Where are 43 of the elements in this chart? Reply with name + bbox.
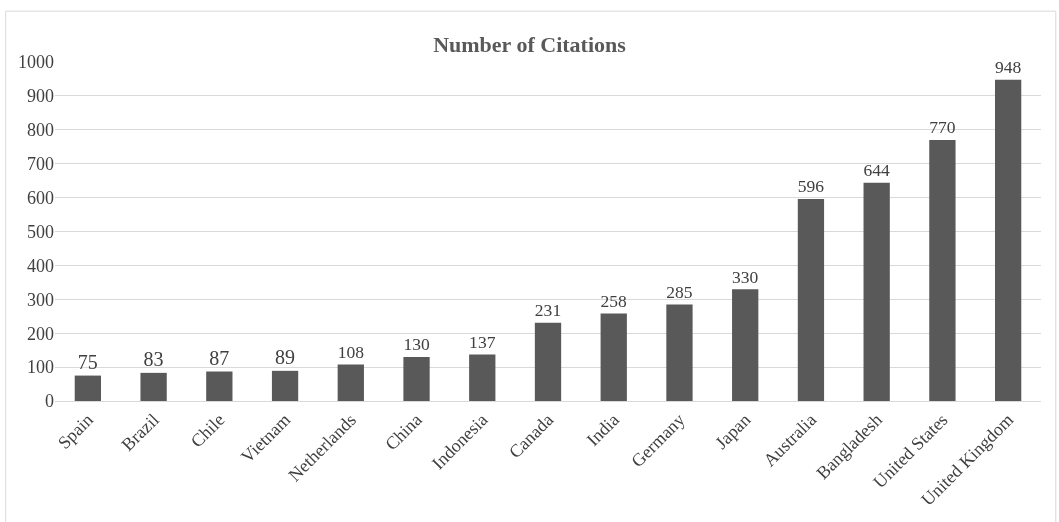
bar — [863, 182, 890, 401]
bar — [271, 370, 299, 401]
y-tick-label: 200 — [27, 323, 54, 344]
bar — [534, 322, 562, 401]
bar — [929, 139, 956, 401]
bar — [600, 313, 627, 401]
data-label: 258 — [600, 291, 628, 312]
y-tick-label: 400 — [27, 255, 54, 276]
bar — [994, 79, 1022, 401]
bar — [337, 364, 364, 401]
y-tick-label: 100 — [27, 357, 54, 378]
data-label: 770 — [929, 117, 956, 138]
bar — [403, 356, 430, 401]
data-label: 285 — [666, 281, 693, 302]
data-label: 231 — [534, 300, 562, 321]
bar — [666, 304, 693, 401]
y-tick-label: 700 — [27, 154, 54, 174]
x-tick-label: Chile — [186, 409, 229, 452]
data-label: 83 — [143, 347, 164, 370]
data-label: 89 — [275, 345, 296, 368]
bar — [732, 289, 759, 401]
y-tick-label: 300 — [27, 289, 54, 310]
y-tick-label: 500 — [27, 221, 54, 242]
bar — [797, 198, 825, 401]
data-label: 596 — [797, 176, 825, 197]
data-label: 130 — [403, 334, 430, 355]
data-label: 948 — [994, 57, 1022, 78]
bar — [206, 371, 233, 401]
data-label: 330 — [732, 266, 759, 287]
bar — [469, 354, 496, 401]
bar — [140, 372, 167, 401]
data-label: 137 — [469, 332, 496, 353]
data-label: 108 — [337, 341, 365, 362]
data-label: 75 — [77, 350, 98, 373]
y-tick-label: 0 — [45, 391, 54, 412]
y-tick-label: 1000 — [18, 52, 54, 73]
y-tick-label: 800 — [27, 120, 54, 141]
y-tick-label: 900 — [27, 86, 54, 107]
data-label: 87 — [209, 346, 230, 369]
data-label: 644 — [863, 160, 891, 181]
y-tick-label: 600 — [27, 187, 54, 208]
bar — [74, 375, 102, 401]
chart-title: Number of Citations — [433, 31, 627, 57]
